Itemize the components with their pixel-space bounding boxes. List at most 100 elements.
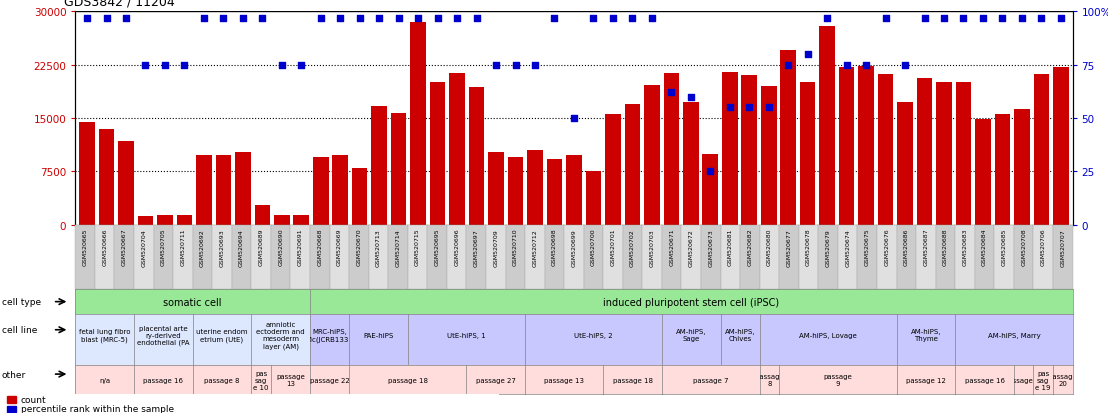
Text: GSM520711: GSM520711 (181, 228, 185, 266)
Text: GSM520682: GSM520682 (748, 228, 752, 266)
Point (195, 15, 213, 22)
Text: GSM520688: GSM520688 (943, 228, 948, 266)
Point (604, 15, 622, 22)
Bar (625, 104, 640, 225)
Text: GSM520679: GSM520679 (825, 228, 831, 266)
Point (254, 15, 271, 22)
Bar (80, 122, 95, 225)
Bar (956, 83, 972, 225)
Bar (897, 103, 913, 225)
Point (98, 15, 115, 22)
Bar (157, 215, 173, 225)
Text: fetal lung fibro
blast (MRC-5): fetal lung fibro blast (MRC-5) (79, 328, 131, 342)
Bar (722, 73, 738, 225)
Point (449, 15, 466, 22)
Text: passage
8: passage 8 (755, 373, 783, 387)
Point (117, 15, 135, 22)
Point (565, 115, 583, 122)
Point (526, 62, 544, 69)
Text: GSM520687: GSM520687 (923, 228, 929, 266)
Bar (859, 67, 874, 225)
Bar (176, 215, 192, 225)
Text: GSM520707: GSM520707 (1060, 228, 1065, 266)
Point (545, 15, 563, 22)
Text: GSM520710: GSM520710 (513, 228, 517, 266)
Text: induced pluripotent stem cell (iPSC): induced pluripotent stem cell (iPSC) (603, 297, 779, 307)
Bar (332, 156, 348, 225)
Text: PAE-hiPS: PAE-hiPS (363, 332, 393, 338)
Text: GSM520704: GSM520704 (142, 228, 146, 266)
Text: UtE-hiPS, 1: UtE-hiPS, 1 (447, 332, 485, 338)
Point (585, 15, 603, 22)
Text: pas
sag
e 10: pas sag e 10 (254, 370, 269, 390)
Bar (605, 115, 620, 225)
Bar (8, 396, 17, 403)
Point (915, 15, 933, 22)
Text: AM-hiPS, Marry: AM-hiPS, Marry (987, 332, 1040, 338)
Bar (255, 205, 270, 225)
Bar (489, 153, 504, 225)
Bar (99, 129, 114, 225)
Bar (469, 88, 484, 225)
Text: GSM520700: GSM520700 (591, 228, 596, 266)
Point (876, 15, 894, 22)
Text: GSM520703: GSM520703 (649, 228, 655, 266)
Text: GSM520673: GSM520673 (708, 228, 714, 266)
Text: GSM520694: GSM520694 (239, 228, 244, 266)
Text: GSM520693: GSM520693 (219, 228, 225, 266)
Text: GSM520689: GSM520689 (258, 228, 264, 266)
Point (955, 15, 973, 22)
Bar (1053, 68, 1068, 225)
Text: passage
9: passage 9 (823, 373, 852, 387)
Bar (878, 75, 893, 225)
Text: GSM520685: GSM520685 (1002, 228, 1006, 266)
Point (331, 15, 349, 22)
Text: GSM520697: GSM520697 (474, 228, 479, 266)
Text: pas
sag
e 19: pas sag e 19 (1036, 370, 1051, 390)
Text: passage 13: passage 13 (544, 377, 584, 383)
Bar (683, 102, 698, 225)
Bar (8, 406, 17, 412)
Point (1051, 15, 1069, 22)
Point (488, 62, 505, 69)
Text: GSM520701: GSM520701 (611, 228, 616, 266)
Point (624, 15, 642, 22)
Text: passage
13: passage 13 (276, 373, 305, 387)
Point (994, 15, 1012, 22)
Point (215, 15, 233, 22)
Text: GSM520691: GSM520691 (298, 228, 302, 266)
Point (721, 105, 739, 112)
Bar (839, 68, 854, 225)
Text: passage 22: passage 22 (309, 377, 349, 383)
Text: GSM520665: GSM520665 (83, 228, 88, 266)
Bar (644, 86, 659, 225)
Bar (352, 169, 368, 225)
Point (1013, 15, 1030, 22)
Text: GSM520678: GSM520678 (807, 228, 811, 266)
Bar (566, 156, 582, 225)
Text: GSM520671: GSM520671 (669, 228, 674, 266)
Text: GSM520668: GSM520668 (317, 228, 322, 266)
Text: GSM520686: GSM520686 (904, 228, 909, 266)
Text: AM-hiPS,
Thyme: AM-hiPS, Thyme (911, 328, 941, 342)
Bar (312, 158, 329, 225)
Point (390, 15, 408, 22)
Bar (119, 141, 134, 225)
Bar (1034, 75, 1049, 225)
Point (293, 62, 310, 69)
Point (175, 62, 193, 69)
Bar (975, 120, 991, 225)
Point (273, 62, 290, 69)
Text: passage 18: passage 18 (388, 377, 428, 383)
Bar (546, 160, 562, 225)
Text: passage 15: passage 15 (1004, 377, 1044, 383)
Text: GSM520705: GSM520705 (161, 228, 166, 266)
Text: GSM520699: GSM520699 (572, 228, 576, 266)
Text: cell type: cell type (1, 297, 41, 306)
Point (370, 15, 388, 22)
Text: passage 8: passage 8 (204, 377, 239, 383)
Point (760, 105, 778, 112)
Bar (371, 107, 387, 225)
Text: GSM520695: GSM520695 (434, 228, 440, 266)
Point (779, 62, 797, 69)
